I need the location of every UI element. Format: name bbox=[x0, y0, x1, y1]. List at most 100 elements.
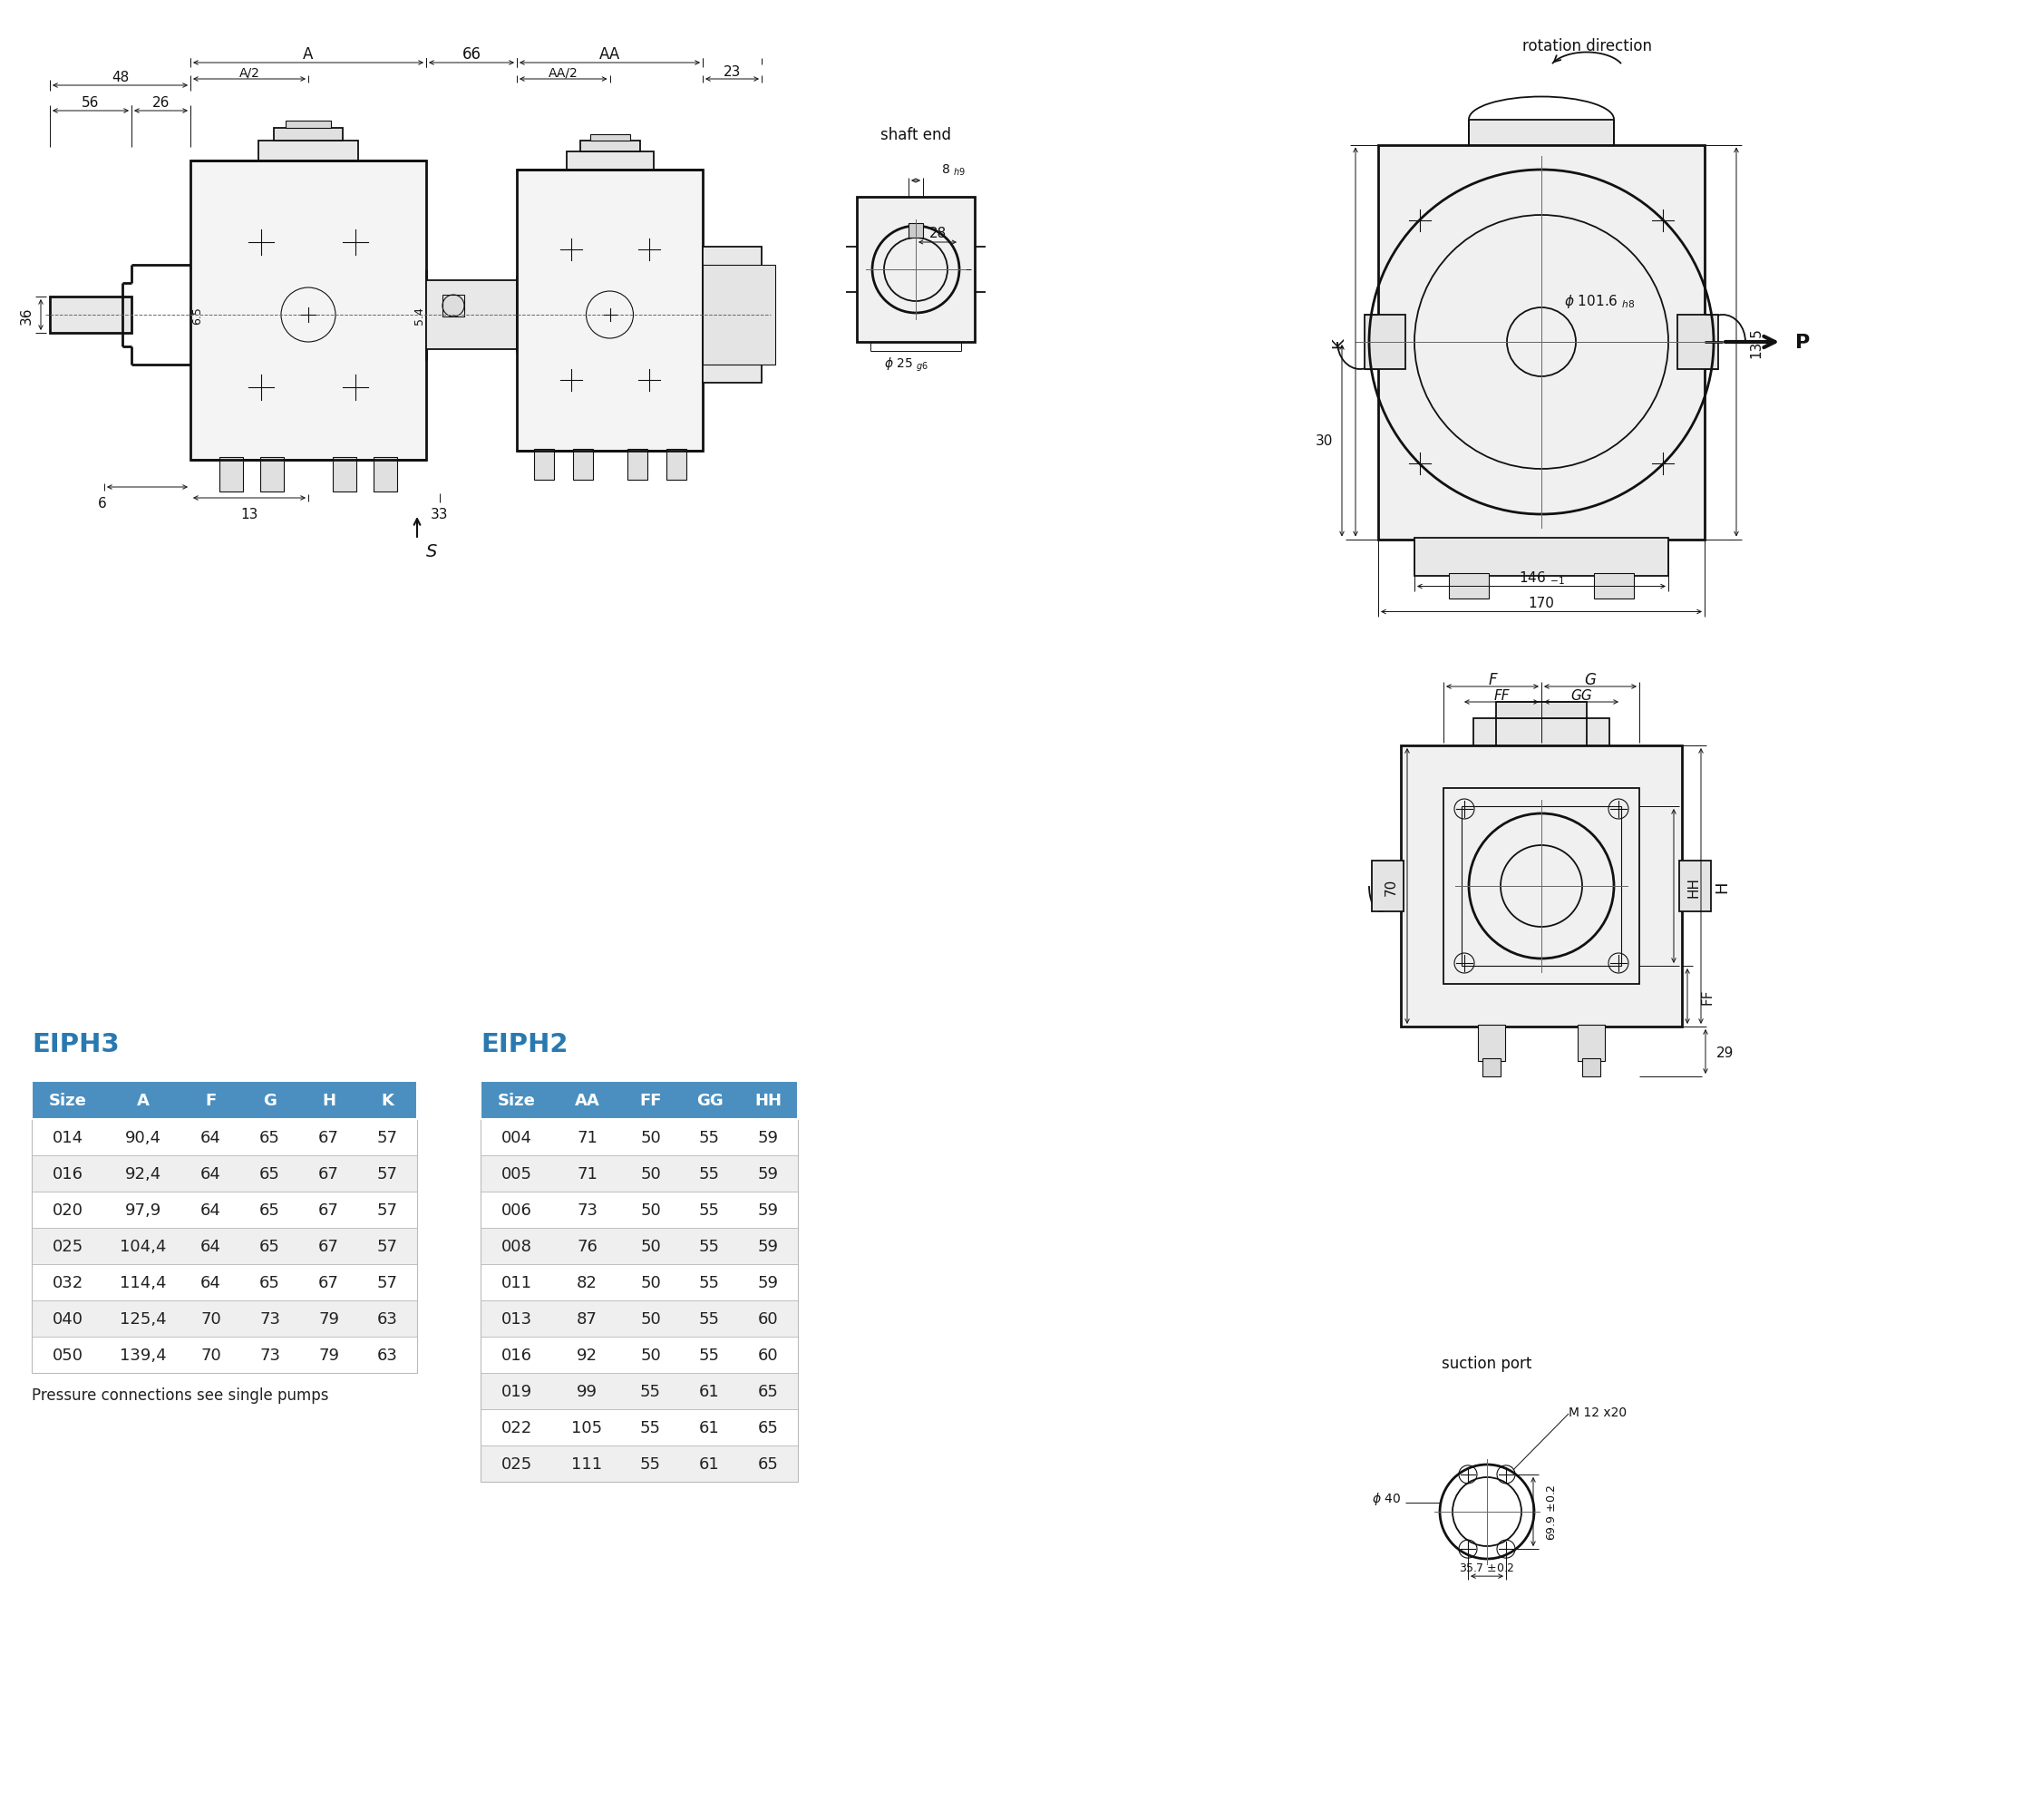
Text: 170: 170 bbox=[1527, 597, 1554, 610]
Text: 67: 67 bbox=[319, 1165, 339, 1181]
Text: 50: 50 bbox=[640, 1310, 660, 1327]
Text: 55: 55 bbox=[640, 1383, 660, 1400]
Text: EIPH3: EIPH3 bbox=[32, 1032, 120, 1057]
Text: 57: 57 bbox=[378, 1165, 398, 1181]
Text: 50: 50 bbox=[640, 1347, 660, 1363]
Bar bbox=[908, 224, 922, 238]
Text: 111: 111 bbox=[571, 1456, 603, 1472]
Bar bbox=[333, 457, 355, 491]
Text: 61: 61 bbox=[699, 1383, 719, 1400]
Bar bbox=[481, 1119, 798, 1156]
Text: GG: GG bbox=[1570, 688, 1592, 703]
Text: $\phi$ 101.6 $_{h8}$: $\phi$ 101.6 $_{h8}$ bbox=[1564, 293, 1635, 311]
Text: Size: Size bbox=[49, 1092, 87, 1108]
Text: A/2: A/2 bbox=[240, 66, 260, 78]
Bar bbox=[32, 1338, 416, 1372]
Text: 59: 59 bbox=[758, 1238, 778, 1254]
Bar bbox=[481, 1445, 798, 1481]
Text: 139,4: 139,4 bbox=[120, 1347, 167, 1363]
Bar bbox=[481, 1372, 798, 1409]
Text: 57: 57 bbox=[378, 1274, 398, 1290]
Text: 26: 26 bbox=[152, 96, 171, 109]
Text: FF: FF bbox=[1493, 688, 1509, 703]
Bar bbox=[1472, 719, 1609, 746]
Text: 59: 59 bbox=[758, 1165, 778, 1181]
Bar bbox=[32, 1119, 416, 1156]
Bar bbox=[258, 142, 357, 162]
Text: 60: 60 bbox=[758, 1310, 778, 1327]
Text: 28: 28 bbox=[928, 228, 946, 240]
Text: 50: 50 bbox=[640, 1274, 660, 1290]
Bar bbox=[1578, 1025, 1604, 1061]
Bar bbox=[260, 457, 284, 491]
Text: 032: 032 bbox=[53, 1274, 83, 1290]
Bar bbox=[481, 1229, 798, 1265]
Text: H: H bbox=[321, 1092, 335, 1108]
Text: 30: 30 bbox=[1316, 435, 1332, 448]
Bar bbox=[516, 171, 703, 451]
Text: 55: 55 bbox=[699, 1310, 719, 1327]
Text: 48: 48 bbox=[112, 71, 128, 84]
Text: G: G bbox=[262, 1092, 276, 1108]
Text: 92,4: 92,4 bbox=[124, 1165, 160, 1181]
Text: 23: 23 bbox=[723, 66, 741, 80]
Text: 29: 29 bbox=[1716, 1045, 1734, 1059]
Bar bbox=[286, 122, 331, 129]
Bar bbox=[481, 1409, 798, 1445]
Bar bbox=[481, 1156, 798, 1192]
Text: 87: 87 bbox=[577, 1310, 597, 1327]
Text: 13: 13 bbox=[240, 508, 258, 521]
Bar bbox=[1401, 746, 1682, 1026]
Text: $\phi$ 25 $_{g6}$: $\phi$ 25 $_{g6}$ bbox=[883, 357, 928, 373]
Text: F: F bbox=[205, 1092, 217, 1108]
Text: 65: 65 bbox=[260, 1238, 280, 1254]
Bar bbox=[1448, 573, 1489, 599]
Text: 76: 76 bbox=[577, 1238, 597, 1254]
Text: 65: 65 bbox=[758, 1383, 778, 1400]
Text: 005: 005 bbox=[502, 1165, 532, 1181]
Text: 13.5: 13.5 bbox=[1749, 328, 1763, 359]
Text: 64: 64 bbox=[201, 1165, 221, 1181]
Text: M 12 x20: M 12 x20 bbox=[1568, 1405, 1627, 1418]
Text: 57: 57 bbox=[378, 1201, 398, 1218]
Bar bbox=[1582, 1059, 1600, 1077]
Text: 019: 019 bbox=[502, 1383, 532, 1400]
Text: 5.4: 5.4 bbox=[412, 306, 424, 324]
Text: 50: 50 bbox=[640, 1201, 660, 1218]
Bar bbox=[32, 1229, 416, 1265]
Text: AA/2: AA/2 bbox=[548, 66, 579, 78]
Text: 82: 82 bbox=[577, 1274, 597, 1290]
Text: Pressure connections see single pumps: Pressure connections see single pumps bbox=[32, 1387, 329, 1403]
Text: H: H bbox=[1714, 881, 1730, 892]
Text: 79: 79 bbox=[319, 1347, 339, 1363]
Text: 79: 79 bbox=[319, 1310, 339, 1327]
Bar bbox=[1365, 315, 1405, 369]
Bar bbox=[32, 1265, 416, 1301]
Text: 55: 55 bbox=[699, 1201, 719, 1218]
Bar bbox=[443, 295, 465, 317]
Text: 99: 99 bbox=[577, 1383, 597, 1400]
Text: 73: 73 bbox=[577, 1201, 597, 1218]
Text: shaft end: shaft end bbox=[879, 127, 951, 144]
Text: F: F bbox=[1489, 672, 1497, 688]
Text: rotation direction: rotation direction bbox=[1521, 38, 1651, 55]
Text: 104,4: 104,4 bbox=[120, 1238, 167, 1254]
Text: 125,4: 125,4 bbox=[120, 1310, 167, 1327]
Text: 67: 67 bbox=[319, 1130, 339, 1145]
Text: 67: 67 bbox=[319, 1238, 339, 1254]
Text: 64: 64 bbox=[201, 1274, 221, 1290]
Bar bbox=[481, 1081, 798, 1119]
Text: FF: FF bbox=[640, 1092, 662, 1108]
Text: 55: 55 bbox=[699, 1347, 719, 1363]
Bar bbox=[1379, 146, 1704, 541]
Text: AA: AA bbox=[575, 1092, 599, 1108]
Bar bbox=[32, 1081, 416, 1119]
Text: 70: 70 bbox=[1385, 877, 1397, 895]
Text: HH: HH bbox=[1686, 875, 1700, 897]
Text: 004: 004 bbox=[502, 1130, 532, 1145]
Bar bbox=[1444, 788, 1639, 985]
Text: 71: 71 bbox=[577, 1130, 597, 1145]
Bar bbox=[274, 129, 343, 142]
Text: G: G bbox=[1584, 672, 1596, 688]
Text: 57: 57 bbox=[378, 1238, 398, 1254]
